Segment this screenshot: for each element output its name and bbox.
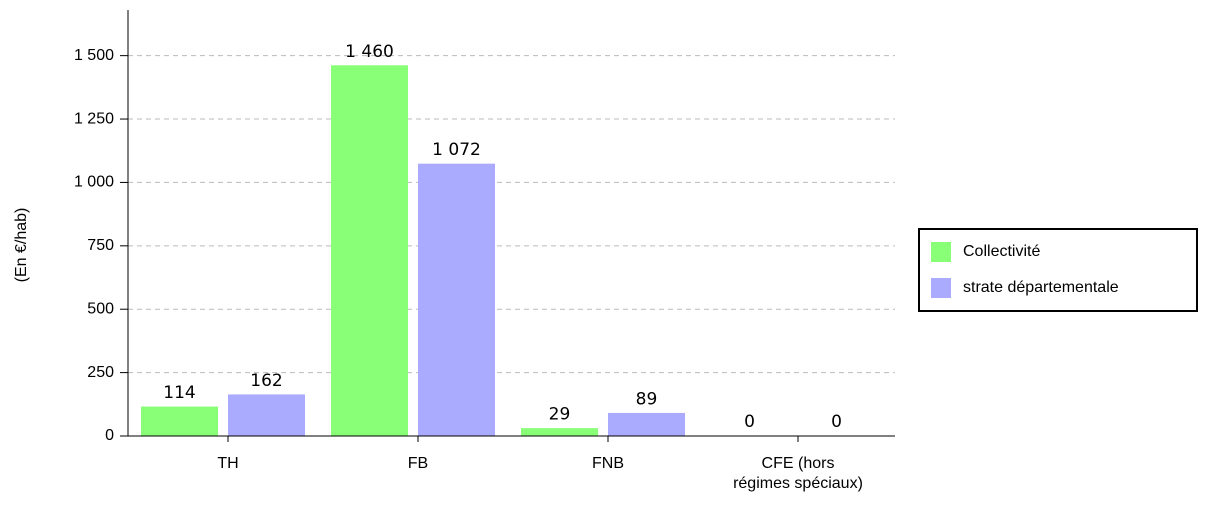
legend-swatch (931, 278, 951, 298)
y-tick-label: 250 (87, 364, 114, 381)
value-label: 0 (831, 412, 842, 432)
y-tick-label: 500 (87, 300, 114, 317)
value-label: 0 (744, 412, 755, 432)
y-tick-label: 750 (87, 237, 114, 254)
legend-box (918, 228, 1198, 312)
y-axis-label: (En €/hab) (13, 208, 30, 283)
x-tick-label: FNB (592, 455, 624, 472)
value-label: 1 460 (345, 42, 394, 62)
value-label: 1 072 (432, 140, 481, 160)
value-label: 114 (163, 383, 195, 403)
y-tick-label: 1 000 (74, 174, 114, 191)
y-tick-label: 1 250 (74, 110, 114, 127)
bar (141, 406, 218, 437)
x-tick-label: CFE (hors régimes spéciaux) (733, 455, 863, 492)
value-label: 162 (250, 371, 282, 391)
legend-swatch (931, 242, 951, 262)
bar (228, 394, 305, 437)
bar (608, 412, 685, 437)
x-tick-label: TH (217, 455, 239, 472)
y-tick-label: 1 500 (74, 47, 114, 64)
value-label: 89 (636, 389, 658, 409)
legend-label: Collectivité (963, 243, 1040, 260)
y-tick-label: 0 (105, 427, 114, 444)
bar (418, 163, 495, 437)
bar (331, 65, 408, 437)
value-label: 29 (549, 405, 571, 425)
legend-label: strate départementale (963, 279, 1119, 296)
bar (521, 428, 598, 437)
x-tick-label: FB (407, 455, 429, 472)
